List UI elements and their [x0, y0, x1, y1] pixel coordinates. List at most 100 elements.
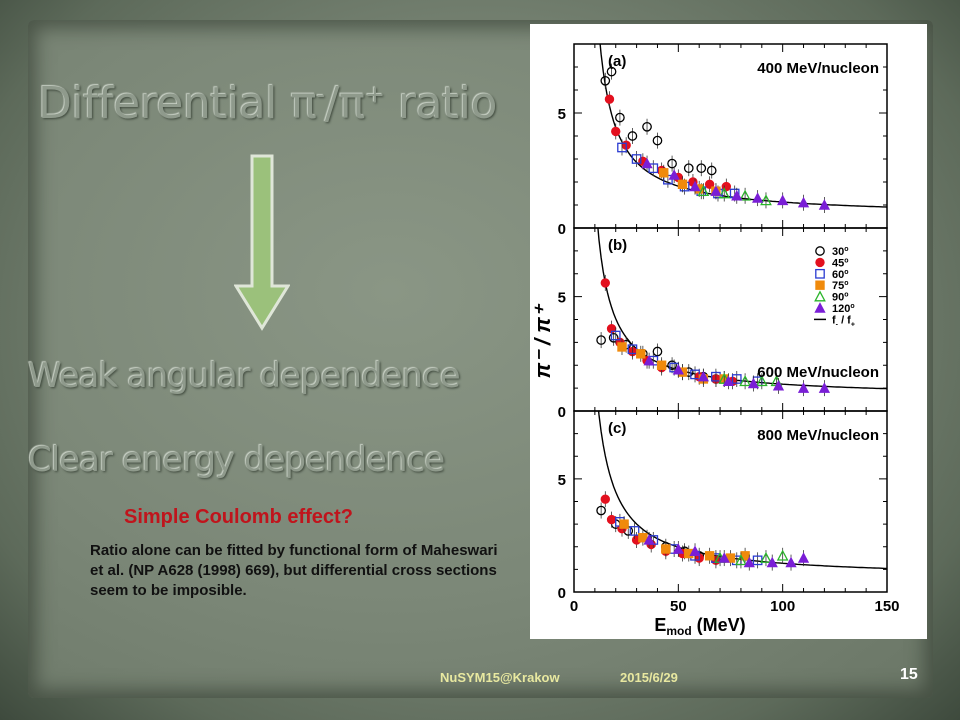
legend-label: 75o	[832, 280, 849, 292]
data-point-30	[596, 335, 606, 345]
legend-marker	[815, 280, 825, 290]
data-point-120	[672, 363, 684, 375]
data-point-120	[766, 556, 778, 568]
data-point-30	[667, 158, 677, 169]
x-axis-label: Emod (MeV)	[654, 615, 745, 638]
data-point-75	[677, 179, 688, 190]
fit-curve	[597, 411, 887, 570]
data-point-45	[704, 179, 715, 190]
data-point-30	[642, 121, 652, 132]
legend-marker	[814, 290, 826, 302]
energy-label: 800 MeV/nucleon	[757, 427, 879, 444]
data-point-30	[606, 66, 617, 77]
data-point-90	[718, 187, 731, 199]
data-point-120	[797, 552, 810, 563]
data-point-90	[697, 185, 710, 197]
x-tick-label: 150	[874, 598, 899, 615]
data-point-75	[619, 519, 629, 529]
data-point-120	[747, 377, 760, 389]
title-sup-plus: +	[364, 80, 385, 109]
data-point-120	[689, 545, 701, 556]
panel-tag: (c)	[608, 420, 626, 437]
data-point-90	[739, 375, 751, 387]
energy-label: 600 MeV/nucleon	[757, 364, 879, 381]
panel-tag: (a)	[608, 53, 626, 70]
x-tick-label: 100	[770, 598, 795, 615]
data-point-30	[615, 112, 625, 123]
x-axis-label-unit: (MeV)	[692, 615, 746, 635]
footer-date: 2015/6/29	[620, 670, 678, 685]
data-point-45	[600, 494, 611, 504]
data-point-30	[652, 346, 663, 357]
y-tick-label: 0	[558, 585, 566, 602]
x-tick-label: 50	[670, 598, 687, 615]
data-point-45	[611, 126, 621, 137]
data-point-75	[656, 360, 667, 370]
data-point-45	[606, 514, 617, 525]
legend-label: f- / f+	[832, 314, 855, 328]
data-point-120	[785, 556, 797, 568]
data-point-120	[797, 196, 810, 208]
data-point-120	[672, 543, 684, 554]
coulomb-question: Simple Coulomb effect?	[124, 506, 353, 528]
data-point-120	[797, 382, 810, 393]
heading-weak-angular: Weak angular dependence	[28, 356, 461, 396]
data-point-120	[697, 370, 710, 382]
data-point-90	[735, 554, 747, 566]
data-point-60	[610, 330, 621, 341]
data-point-30	[706, 165, 717, 176]
x-tick-label: 0	[570, 598, 578, 615]
data-point-120	[643, 354, 655, 366]
legend-label: 90o	[832, 292, 849, 304]
legend-label: 120o	[832, 303, 855, 315]
data-point-45	[600, 278, 611, 288]
page-number: 15	[900, 666, 918, 683]
data-point-30	[683, 163, 694, 174]
data-point-75	[659, 168, 669, 178]
legend-marker	[815, 246, 825, 256]
heading-clear-energy: Clear energy dependence	[28, 440, 445, 480]
data-point-120	[751, 192, 764, 203]
data-point-75	[704, 551, 715, 561]
fit-curve	[599, 44, 887, 208]
data-point-30	[596, 505, 606, 516]
fit-note: Ratio alone can be fitted by functional …	[90, 542, 498, 599]
data-point-90	[739, 189, 751, 201]
data-point-75	[661, 544, 671, 554]
data-point-45	[604, 94, 615, 104]
data-point-30	[627, 131, 638, 141]
fit-curve	[597, 228, 887, 390]
data-points	[600, 63, 831, 213]
data-points	[596, 274, 831, 397]
data-point-120	[818, 199, 831, 210]
chart-panel-1: 0 5 (a) 400 MeV/nucleon	[558, 43, 888, 238]
data-point-90	[760, 551, 772, 563]
data-point-120	[643, 534, 655, 545]
title-mid: /π	[324, 78, 366, 129]
data-point-75	[638, 533, 648, 543]
data-point-90	[718, 372, 731, 384]
down-arrow-icon	[234, 154, 290, 331]
data-point-75	[636, 349, 646, 359]
ratio-chart: 0 5 (a) 400 MeV/nucleon 0 5 (b) 600 MeV/nucleon…	[530, 43, 900, 638]
data-point-120	[668, 169, 680, 180]
data-point-120	[722, 375, 735, 386]
y-tick-label: 5	[558, 106, 566, 123]
data-point-30	[696, 163, 707, 174]
legend-label: 30o	[832, 246, 849, 258]
panel-tag: (b)	[608, 237, 627, 254]
data-point-90	[776, 549, 789, 561]
data-point-120	[731, 189, 743, 201]
y-tick-label: 5	[558, 472, 566, 489]
data-point-30	[600, 75, 611, 86]
y-axis-label: π⁻ / π⁺	[530, 303, 555, 378]
data-point-30	[652, 135, 663, 146]
title-end: ratio	[384, 78, 497, 129]
data-point-30	[608, 332, 619, 343]
legend-marker	[815, 268, 825, 279]
y-tick-label: 5	[558, 290, 566, 307]
chart-panel-2: 0 5 (b) 600 MeV/nucleon	[558, 227, 888, 421]
data-point-75	[617, 342, 627, 352]
